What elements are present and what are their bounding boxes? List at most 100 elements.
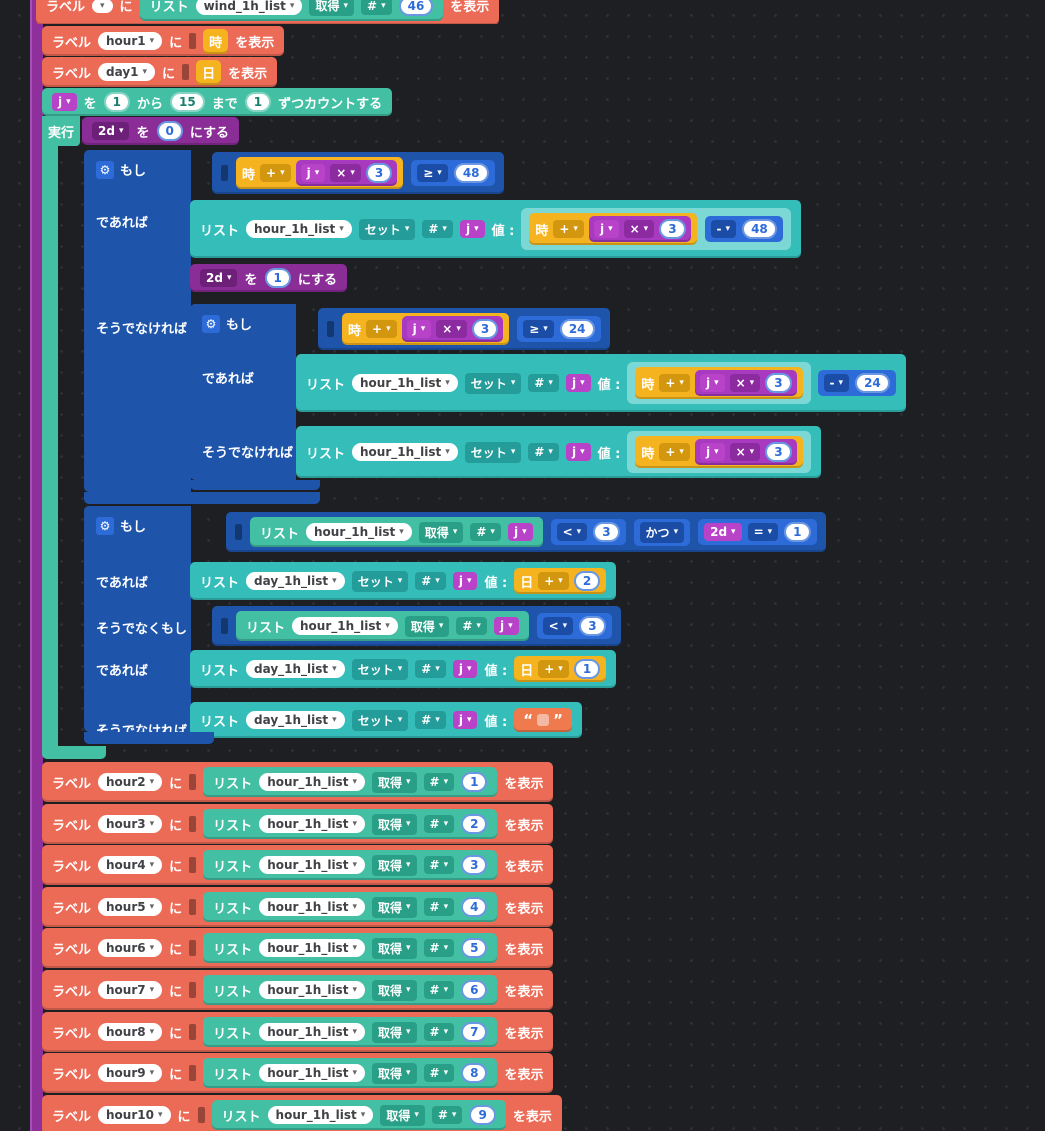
and-compare-block[interactable]: リスト hour_1h_list 取得 # j < 3 かつ 2d = 1 (226, 512, 826, 552)
set-dropdown[interactable]: セット (351, 658, 409, 680)
j-variable-pill[interactable]: j (699, 374, 725, 392)
j-variable-pill[interactable]: j (565, 374, 591, 392)
if-block[interactable] (84, 506, 191, 732)
list-name-pill[interactable]: hour_1h_list (259, 898, 365, 916)
number-pill[interactable]: 48 (742, 219, 777, 239)
hash-dropdown[interactable]: # (422, 220, 453, 238)
plus-dropdown[interactable]: + (538, 572, 569, 590)
list-get-block[interactable]: リスト hour_1h_list 取得 # j (236, 611, 529, 641)
variable-pill[interactable]: hour5 (98, 898, 163, 916)
value-pill[interactable]: 1 (264, 268, 291, 288)
and-operator[interactable]: かつ (633, 518, 691, 546)
j-variable-pill[interactable]: j (300, 164, 326, 182)
add-block[interactable]: 時 + j × 3 (236, 157, 404, 189)
lt-dropdown[interactable]: < (542, 617, 574, 635)
add-block[interactable]: 時 + j × 3 (529, 213, 697, 245)
day-variable-block[interactable]: 日 (196, 59, 222, 85)
index-pill[interactable]: 5 (461, 938, 488, 958)
number-pill[interactable]: 3 (765, 373, 792, 393)
hash-dropdown[interactable]: # (415, 572, 446, 590)
hash-dropdown[interactable]: # (423, 773, 455, 791)
if-block[interactable] (190, 304, 296, 480)
minus-operator[interactable]: - 48 (704, 216, 783, 242)
list-get-block[interactable]: リスト hour_1h_list 取得 # 3 (203, 850, 498, 880)
number-pill[interactable]: 3 (593, 522, 620, 542)
plus-dropdown[interactable]: + (659, 443, 690, 461)
number-pill[interactable]: 3 (471, 319, 499, 339)
get-dropdown[interactable]: 取得 (380, 1104, 425, 1126)
number-pill[interactable]: 24 (559, 319, 595, 339)
list-get-block[interactable]: リスト hour_1h_list 取得 # 5 (203, 933, 498, 963)
index-pill[interactable]: 6 (461, 980, 488, 1000)
variable-dropdown[interactable]: 2d (200, 269, 238, 287)
plus-dropdown[interactable]: + (260, 164, 291, 182)
times-dropdown[interactable]: × (330, 164, 361, 182)
hash-dropdown[interactable]: # (470, 523, 501, 541)
variable-pill[interactable] (92, 0, 113, 13)
loop-to-pill[interactable]: 15 (170, 92, 205, 112)
minus-operator[interactable]: - 24 (817, 370, 896, 396)
loop-variable-pill[interactable]: j (52, 93, 77, 111)
list-get-block[interactable]: リスト wind_1h_list 取得 # 46 (139, 0, 444, 21)
set-dropdown[interactable]: セット (351, 709, 409, 731)
add-block[interactable]: 日 + 1 (514, 656, 607, 682)
list-name-pill[interactable]: hour_1h_list (259, 815, 365, 833)
hash-dropdown[interactable]: # (423, 939, 455, 957)
index-pill[interactable]: 4 (461, 897, 488, 917)
compare-block[interactable]: 時 + j × 3 ≥ 24 (318, 308, 610, 350)
number-pill[interactable]: 1 (784, 522, 811, 542)
list-set-block[interactable]: リスト day_1h_list セット # j 値 : “ ” (190, 702, 582, 738)
number-pill[interactable]: 2 (573, 571, 601, 591)
list-name-pill[interactable]: hour_1h_list (267, 1106, 374, 1124)
list-get-block[interactable]: リスト hour_1h_list 取得 # j (250, 517, 543, 547)
list-name-pill[interactable]: hour_1h_list (246, 220, 352, 238)
list-name-pill[interactable]: hour_1h_list (352, 374, 458, 392)
set-dropdown[interactable]: セット (464, 441, 522, 463)
j-variable-pill[interactable]: j (593, 220, 619, 238)
label-display-block[interactable]: ラベル hour8 に リスト hour_1h_list 取得 # 7 を表示 (42, 1012, 554, 1052)
list-set-block[interactable]: リスト hour_1h_list セット # j 値 : 時 + j × 3 -… (190, 200, 801, 258)
hash-dropdown[interactable]: # (361, 0, 392, 15)
label-display-block[interactable]: ラベル hour5 に リスト hour_1h_list 取得 # 4 を表示 (42, 887, 554, 927)
get-dropdown[interactable]: 取得 (371, 1062, 417, 1084)
j-variable-pill[interactable]: j (452, 711, 478, 729)
loop-step-pill[interactable]: 1 (244, 92, 272, 112)
list-get-block[interactable]: リスト hour_1h_list 取得 # 7 (203, 1017, 498, 1047)
index-pill[interactable]: 7 (461, 1022, 488, 1042)
get-dropdown[interactable]: 取得 (404, 615, 450, 637)
list-name-pill[interactable]: hour_1h_list (352, 443, 458, 461)
get-dropdown[interactable]: 取得 (371, 854, 417, 876)
lt-operator[interactable]: < 3 (536, 613, 612, 639)
hash-dropdown[interactable]: # (423, 856, 455, 874)
get-dropdown[interactable]: 取得 (418, 521, 464, 543)
hash-dropdown[interactable]: # (423, 981, 455, 999)
index-pill[interactable]: 46 (398, 0, 434, 16)
list-name-pill[interactable]: hour_1h_list (259, 1023, 365, 1041)
and-dropdown[interactable]: かつ (639, 521, 685, 543)
index-pill[interactable]: 8 (461, 1063, 488, 1083)
if-block[interactable] (84, 150, 191, 492)
hash-dropdown[interactable]: # (528, 443, 559, 461)
gear-icon[interactable]: ⚙ (96, 160, 114, 179)
j-variable-pill[interactable]: j (452, 660, 478, 678)
get-dropdown[interactable]: 取得 (371, 771, 417, 793)
j-variable-pill[interactable]: j (406, 320, 432, 338)
lt-operator[interactable]: < 3 (550, 519, 626, 545)
times-dropdown[interactable]: × (729, 374, 761, 392)
compare-block[interactable]: 時 + j × 3 ≥ 48 (212, 152, 504, 194)
list-set-block[interactable]: リスト hour_1h_list セット # j 値 : 時 + j × 3 -… (296, 354, 906, 412)
variable-pill[interactable]: hour1 (98, 32, 163, 50)
variable-dropdown[interactable]: 2d (92, 122, 130, 140)
number-pill[interactable]: 1 (573, 659, 601, 679)
add-block[interactable]: 時 + j × 3 (635, 367, 803, 399)
times-dropdown[interactable]: × (729, 443, 761, 461)
j-variable-pill[interactable]: j (493, 617, 519, 635)
label-display-block[interactable]: ラベル hour1 に 時 を表示 (42, 26, 285, 56)
j-variable-pill[interactable]: j (699, 443, 725, 461)
set-dropdown[interactable]: セット (464, 372, 522, 394)
variable-pill[interactable]: hour8 (98, 1023, 163, 1041)
list-name-pill[interactable]: hour_1h_list (259, 981, 365, 999)
ge-operator[interactable]: ≥ 24 (517, 316, 601, 342)
list-name-pill[interactable]: hour_1h_list (259, 856, 365, 874)
hash-dropdown[interactable]: # (423, 898, 455, 916)
